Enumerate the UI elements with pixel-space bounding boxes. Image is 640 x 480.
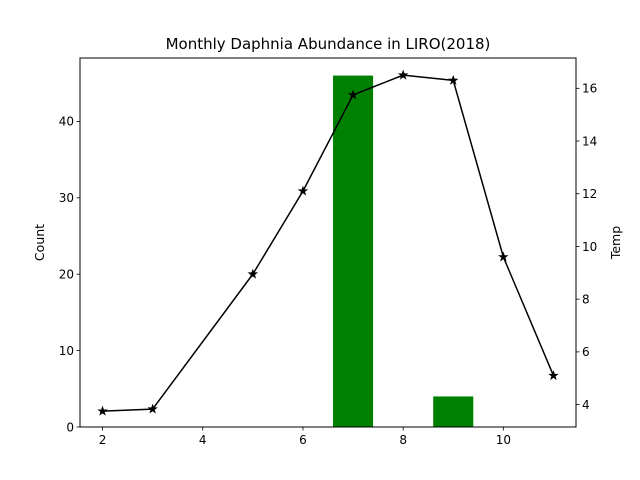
bar xyxy=(433,396,474,427)
x-tick-label: 4 xyxy=(199,433,207,447)
y2-tick-label: 12 xyxy=(582,187,597,201)
temp-point xyxy=(297,185,309,196)
temp-line xyxy=(102,74,555,412)
temp-point xyxy=(448,74,459,85)
bar xyxy=(333,75,374,428)
chart-title: Monthly Daphnia Abundance in LIRO(2018) xyxy=(166,35,491,53)
y2-axis-title: Temp xyxy=(608,226,623,260)
x-tick-label: 10 xyxy=(496,433,511,447)
y-tick-label: 30 xyxy=(59,191,74,205)
temp-point xyxy=(147,403,158,414)
temp-point xyxy=(397,69,409,80)
y-tick-label: 0 xyxy=(66,420,74,434)
y-tick-label: 40 xyxy=(59,115,74,129)
y-tick-label: 20 xyxy=(59,268,74,282)
y2-tick-label: 4 xyxy=(582,398,590,412)
x-tick-label: 8 xyxy=(399,433,407,447)
x-tick-label: 2 xyxy=(99,433,107,447)
y-tick-label: 10 xyxy=(59,344,74,358)
y2-tick-label: 16 xyxy=(582,82,597,96)
x-axis: 2 4 6 8 10 xyxy=(99,427,511,447)
line-layer xyxy=(97,69,559,416)
y2-tick-label: 14 xyxy=(582,134,597,148)
temp-point xyxy=(548,370,559,381)
plot-frame xyxy=(79,57,577,428)
temp-point xyxy=(247,268,259,279)
temp-point xyxy=(498,251,509,262)
y-axis-right: 4 6 8 10 12 14 16 xyxy=(576,82,597,412)
y2-tick-label: 6 xyxy=(582,345,590,359)
y2-tick-label: 8 xyxy=(582,292,590,306)
temp-point xyxy=(347,89,359,100)
bars-layer xyxy=(333,75,474,428)
y2-tick-label: 10 xyxy=(582,240,597,254)
temp-point xyxy=(97,405,108,416)
x-tick-label: 6 xyxy=(299,433,307,447)
y-axis-title: Count xyxy=(32,224,47,261)
y-axis-left: 0 10 20 30 40 xyxy=(59,115,80,434)
